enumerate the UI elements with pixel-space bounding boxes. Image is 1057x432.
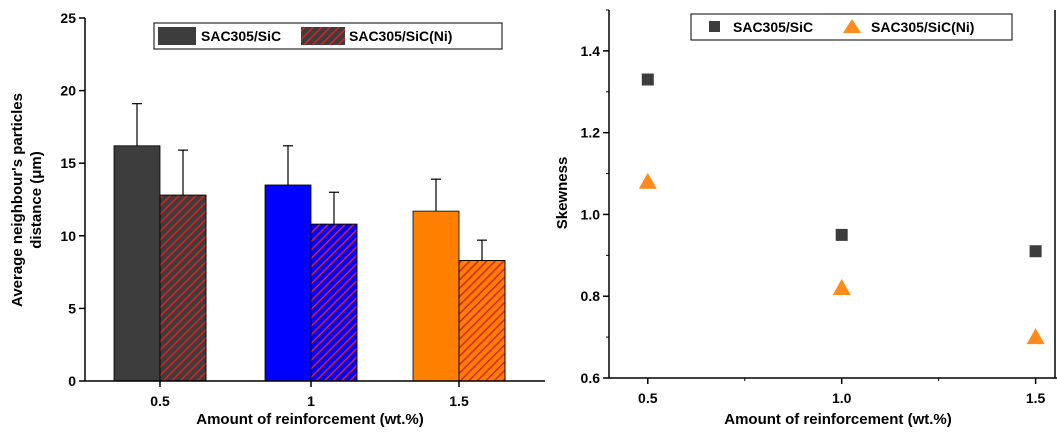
scatter-y-axis-label: Skewness [554,157,571,230]
scatter-legend: SAC305/SiC SAC305/SiC(Ni) [690,13,1013,41]
scatter-point-sac305-sic [1029,245,1042,258]
bar-legend-swatch-solid [158,27,196,45]
bar-x-tick-label: 0.5 [150,393,170,409]
bar-sac305-sic [264,184,312,382]
bar-y-tick-label: 15 [60,155,76,171]
bar-sac305-sic [412,210,460,382]
bar-chart: 0 5 10 15 20 25 0.5 1 1.5 Amount of reinforceme… [9,10,545,428]
scatter-y-tick-label: 1.0 [581,206,601,222]
bar-legend: SAC305/SiC SAC305/SiC(Ni) [153,22,503,50]
scatter-legend-square-icon [709,21,720,32]
bar-x-ticks: 0.5 1 1.5 [150,381,469,409]
bar-plot-area [113,103,506,382]
bar-y-axis-label-line2: distance (μm) [28,151,45,249]
bar-y-tick-label: 10 [60,228,76,244]
bar-y-tick-label: 20 [60,83,76,99]
scatter-y-tick-label: 1.4 [581,43,601,59]
scatter-y-ticks: 0.6 0.8 1.0 1.2 1.4 [581,9,609,386]
scatter-y-tick-label: 0.8 [581,288,601,304]
scatter-x-tick-label: 1.0 [832,390,852,406]
bar-x-tick-label: 1 [307,393,315,409]
scatter-legend-label-2: SAC305/SiC(Ni) [871,19,974,35]
scatter-legend-triangle-icon [843,19,861,33]
scatter-point-sac305-sic-ni [638,172,657,189]
bar-y-tick-label: 0 [68,373,76,389]
scatter-point-sac305-sic [641,73,654,86]
bar-legend-label-2: SAC305/SiC(Ni) [349,28,452,44]
bar-legend-label-1: SAC305/SiC [201,28,281,44]
scatter-x-tick-label: 1.5 [1026,390,1046,406]
bar-hatch-overlay [458,260,506,382]
bar-legend-swatch-hatch [301,27,345,45]
bar-sac305-sic [113,145,161,382]
bar-hatch-overlay [310,223,358,382]
bar-y-axis-label-line1: Average neighbour's particles [9,93,26,307]
bar-y-ticks: 0 5 10 15 20 25 [60,10,85,389]
bar-x-tick-label: 1.5 [449,393,469,409]
scatter-chart: 0.6 0.8 1.0 1.2 1.4 0.5 1.0 1.5 Amount of rein… [554,9,1057,428]
scatter-point-sac305-sic-ni [1026,328,1045,345]
scatter-x-axis-label: Amount of reinforcement (wt.%) [724,411,952,428]
scatter-plot-area [638,73,1045,345]
scatter-legend-label-1: SAC305/SiC [733,19,813,35]
scatter-x-ticks: 0.5 1.0 1.5 [638,378,1046,406]
scatter-y-tick-label: 0.6 [581,370,601,386]
bar-y-tick-label: 5 [68,300,76,316]
scatter-y-tick-label: 1.2 [581,125,601,141]
bar-hatch-overlay [159,194,207,382]
bar-x-axis-label: Amount of reinforcement (wt.%) [196,411,424,428]
bar-y-tick-label: 25 [60,10,76,26]
scatter-point-sac305-sic [835,228,848,241]
scatter-x-tick-label: 0.5 [638,390,658,406]
scatter-point-sac305-sic-ni [832,279,851,296]
